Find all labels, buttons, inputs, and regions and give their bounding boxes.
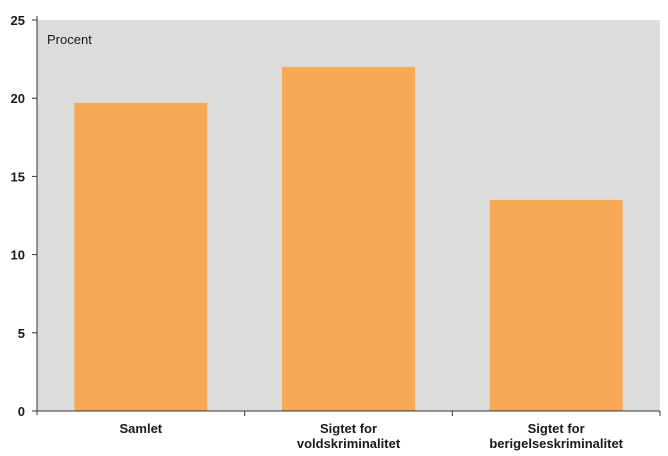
bar-1 xyxy=(282,66,415,412)
y-tick-label-5: 5 xyxy=(18,326,25,341)
y-tick-label-20: 20 xyxy=(11,91,25,106)
y-tick-label-0: 0 xyxy=(18,404,25,419)
bar-0 xyxy=(74,102,208,411)
bar-2 xyxy=(489,199,623,411)
category-label-2: Sigtet for berigelseskriminalitet xyxy=(489,421,623,451)
y-tick-label-10: 10 xyxy=(11,248,25,263)
category-label-1: Sigtet for voldskriminalitet xyxy=(297,421,401,451)
unit-label: Procent xyxy=(47,32,92,47)
category-label-0: Samlet xyxy=(120,421,163,436)
y-tick-label-25: 25 xyxy=(11,13,25,28)
y-tick-label-15: 15 xyxy=(11,169,25,184)
